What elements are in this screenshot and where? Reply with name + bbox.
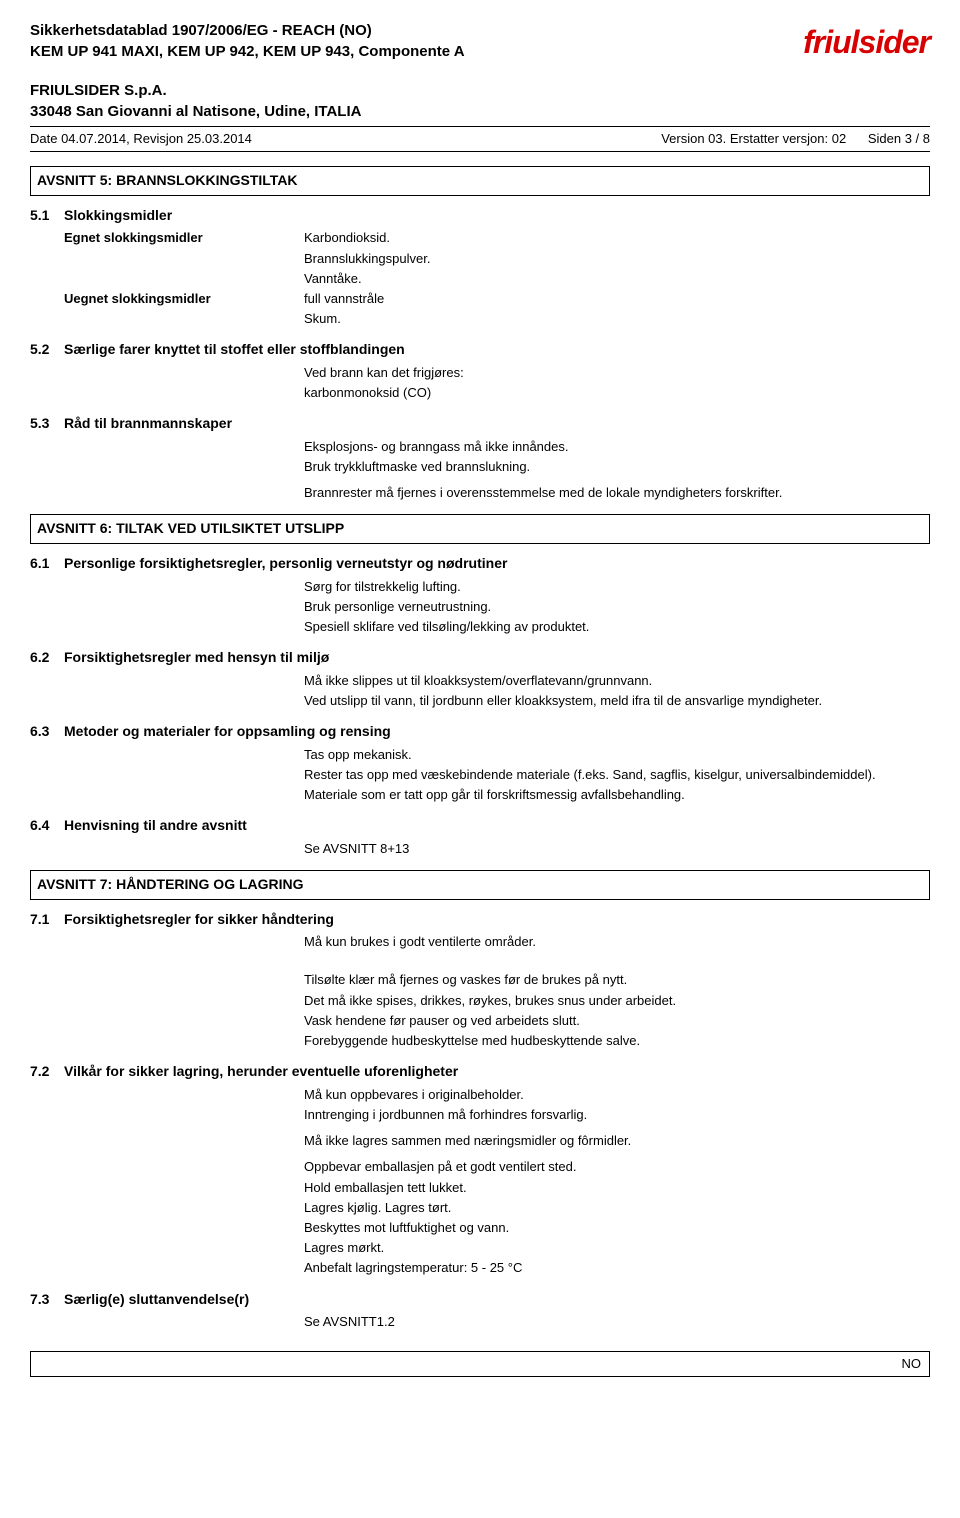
sub-title: Slokkingsmidler	[64, 206, 930, 226]
company-address: 33048 San Giovanni al Natisone, Udine, I…	[30, 101, 930, 122]
sub-num: 7.2	[30, 1062, 64, 1279]
meta-version: Version 03. Erstatter versjon: 02	[661, 131, 846, 146]
subsection-6-2: 6.2 Forsiktighetsregler med hensyn til m…	[30, 648, 930, 712]
sub-num: 7.1	[30, 910, 64, 1053]
subsection-6-4: 6.4 Henvisning til andre avsnitt Se AVSN…	[30, 816, 930, 860]
body-text: Må kun oppbevares i originalbeholder.	[304, 1086, 930, 1104]
body-text: Bruk personlige verneutrustning.	[304, 598, 930, 616]
sub-title: Forsiktighetsregler med hensyn til miljø	[64, 648, 930, 668]
document-header: Sikkerhetsdatablad 1907/2006/EG - REACH …	[30, 20, 930, 62]
sub-title: Vilkår for sikker lagring, herunder even…	[64, 1062, 930, 1082]
section-7-header: AVSNITT 7: HÅNDTERING OG LAGRING	[30, 870, 930, 900]
uegnet-label: Uegnet slokkingsmidler	[64, 290, 304, 308]
subsection-6-3: 6.3 Metoder og materialer for oppsamling…	[30, 722, 930, 806]
footer-language: NO	[30, 1351, 930, 1377]
subsection-7-3: 7.3 Særlig(e) sluttanvendelse(r) Se AVSN…	[30, 1290, 930, 1334]
body-text: Ved utslipp til vann, til jordbunn eller…	[304, 692, 930, 710]
subsection-6-1: 6.1 Personlige forsiktighetsregler, pers…	[30, 554, 930, 638]
sub-num: 6.1	[30, 554, 64, 638]
body-text: Tilsølte klær må fjernes og vaskes før d…	[304, 971, 930, 989]
body-text: Se AVSNITT 8+13	[304, 840, 930, 858]
body-text: Bruk trykkluftmaske ved brannslukning.	[304, 458, 930, 476]
sub-title: Råd til brannmannskaper	[64, 414, 930, 434]
uegnet-value: Skum.	[304, 310, 930, 328]
body-text: karbonmonoksid (CO)	[304, 384, 930, 402]
sub-title: Forsiktighetsregler for sikker håndterin…	[64, 910, 930, 930]
body-text: Oppbevar emballasjen på et godt ventiler…	[304, 1158, 930, 1176]
sub-title: Metoder og materialer for oppsamling og …	[64, 722, 930, 742]
doc-title-line2: KEM UP 941 MAXI, KEM UP 942, KEM UP 943,…	[30, 41, 930, 62]
sub-title: Særlige farer knyttet til stoffet eller …	[64, 340, 930, 360]
body-text: Inntrenging i jordbunnen må forhindres f…	[304, 1106, 930, 1124]
body-text: Brannrester må fjernes i overensstemmels…	[304, 484, 930, 502]
sub-num: 5.1	[30, 206, 64, 331]
body-text: Rester tas opp med væskebindende materia…	[304, 766, 930, 784]
body-text: Eksplosjons- og branngass må ikke innånd…	[304, 438, 930, 456]
sub-num: 7.3	[30, 1290, 64, 1334]
doc-title-line1: Sikkerhetsdatablad 1907/2006/EG - REACH …	[30, 20, 930, 41]
body-text: Vask hendene før pauser og ved arbeidets…	[304, 1012, 930, 1030]
egnet-label: Egnet slokkingsmidler	[64, 229, 304, 247]
body-text: Beskyttes mot luftfuktighet og vann.	[304, 1219, 930, 1237]
subsection-5-1: 5.1 Slokkingsmidler Egnet slokkingsmidle…	[30, 206, 930, 331]
body-text: Må kun brukes i godt ventilerte områder.	[304, 933, 930, 951]
subsection-7-2: 7.2 Vilkår for sikker lagring, herunder …	[30, 1062, 930, 1279]
body-text: Må ikke slippes ut til kloakksystem/over…	[304, 672, 930, 690]
sub-title: Personlige forsiktighetsregler, personli…	[64, 554, 930, 574]
sub-num: 6.4	[30, 816, 64, 860]
egnet-value: Vanntåke.	[304, 270, 930, 288]
sub-num: 5.2	[30, 340, 64, 404]
sub-title: Henvisning til andre avsnitt	[64, 816, 930, 836]
body-text: Det må ikke spises, drikkes, røykes, bru…	[304, 992, 930, 1010]
section-6-header: AVSNITT 6: TILTAK VED UTILSIKTET UTSLIPP	[30, 514, 930, 544]
body-text: Hold emballasjen tett lukket.	[304, 1179, 930, 1197]
body-text: Materiale som er tatt opp går til forskr…	[304, 786, 930, 804]
company-block: FRIULSIDER S.p.A. 33048 San Giovanni al …	[30, 80, 930, 122]
company-name: FRIULSIDER S.p.A.	[30, 80, 930, 101]
body-text: Spesiell sklifare ved tilsøling/lekking …	[304, 618, 930, 636]
body-text: Lagres mørkt.	[304, 1239, 930, 1257]
subsection-5-3: 5.3 Råd til brannmannskaper Eksplosjons-…	[30, 414, 930, 504]
body-text: Ved brann kan det frigjøres:	[304, 364, 930, 382]
sub-num: 6.2	[30, 648, 64, 712]
body-text: Se AVSNITT1.2	[304, 1313, 930, 1331]
brand-logo: friulsider	[803, 20, 930, 65]
meta-page: Siden 3 / 8	[868, 131, 930, 146]
egnet-value: Karbondioksid.	[304, 229, 930, 247]
meta-date: Date 04.07.2014, Revisjon 25.03.2014	[30, 130, 252, 148]
meta-row: Date 04.07.2014, Revisjon 25.03.2014 Ver…	[30, 126, 930, 152]
body-text: Anbefalt lagringstemperatur: 5 - 25 °C	[304, 1259, 930, 1277]
subsection-7-1: 7.1 Forsiktighetsregler for sikker håndt…	[30, 910, 930, 1053]
uegnet-value: full vannstråle	[304, 290, 930, 308]
body-text: Forebyggende hudbeskyttelse med hudbesky…	[304, 1032, 930, 1050]
egnet-value: Brannslukkingspulver.	[304, 250, 930, 268]
section-5-header: AVSNITT 5: BRANNSLOKKINGSTILTAK	[30, 166, 930, 196]
body-text: Lagres kjølig. Lagres tørt.	[304, 1199, 930, 1217]
sub-num: 6.3	[30, 722, 64, 806]
body-text: Sørg for tilstrekkelig lufting.	[304, 578, 930, 596]
subsection-5-2: 5.2 Særlige farer knyttet til stoffet el…	[30, 340, 930, 404]
body-text: Må ikke lagres sammen med næringsmidler …	[304, 1132, 930, 1150]
sub-title: Særlig(e) sluttanvendelse(r)	[64, 1290, 930, 1310]
sub-num: 5.3	[30, 414, 64, 504]
body-text: Tas opp mekanisk.	[304, 746, 930, 764]
